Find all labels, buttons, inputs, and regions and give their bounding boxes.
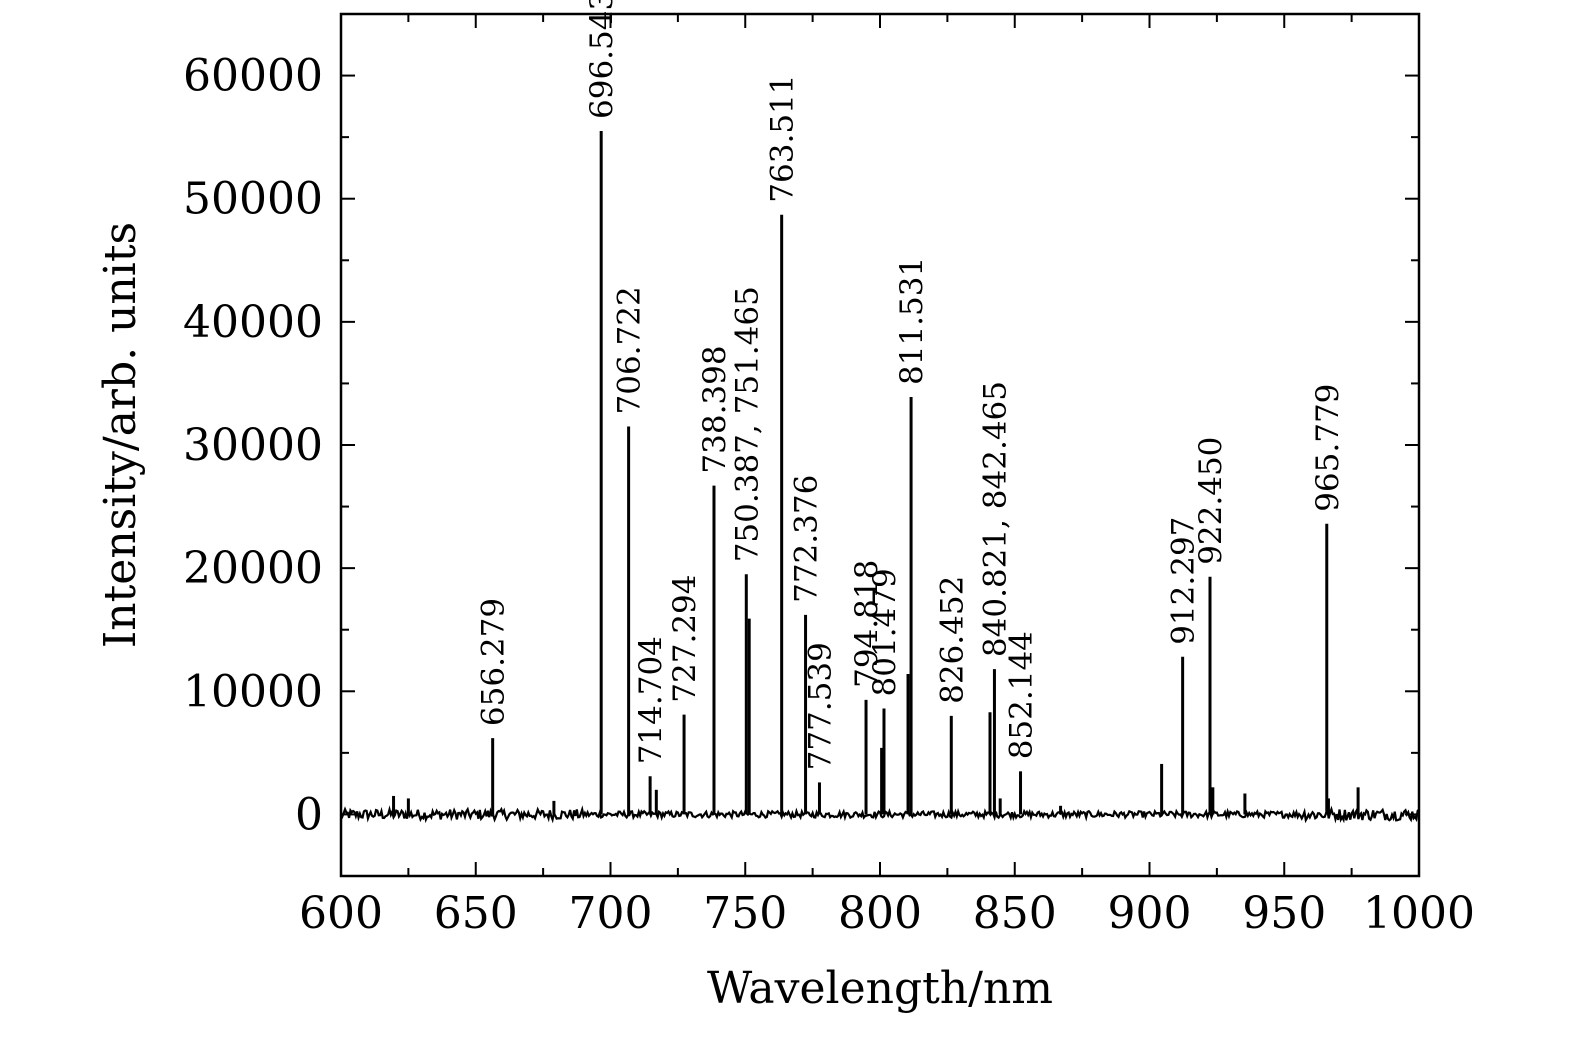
x-tick-label: 1000 bbox=[1363, 888, 1475, 939]
peak-label: 840.821, 842.465 bbox=[977, 381, 1013, 657]
peak-label: 801.479 bbox=[867, 568, 903, 696]
y-axis-title: Intensity/arb. units bbox=[95, 222, 146, 648]
peak-label: 811.531 bbox=[894, 257, 930, 385]
y-tick-label: 0 bbox=[295, 789, 323, 840]
peak-label: 965.779 bbox=[1310, 384, 1346, 512]
x-tick-label: 650 bbox=[434, 888, 518, 939]
x-tick-label: 600 bbox=[299, 888, 383, 939]
peak-label: 706.722 bbox=[612, 286, 648, 414]
peak-label: 738.398 bbox=[697, 345, 733, 473]
spectrum-baseline bbox=[339, 805, 1420, 824]
x-tick-label: 950 bbox=[1242, 888, 1326, 939]
peak-label: 656.279 bbox=[476, 598, 512, 726]
x-tick-label: 900 bbox=[1108, 888, 1192, 939]
y-axis: 0 10000 20000 30000 40000 50000 60000 bbox=[183, 13, 1419, 877]
y-tick-label: 30000 bbox=[183, 420, 323, 471]
y-tick-label: 10000 bbox=[183, 666, 323, 717]
y-tick-label: 60000 bbox=[183, 51, 323, 102]
spectrum-line bbox=[339, 130, 1420, 824]
x-axis-title: Wavelength/nm bbox=[707, 963, 1053, 1014]
peak-label: 912.297 bbox=[1166, 517, 1202, 645]
plot-frame bbox=[339, 12, 1421, 878]
x-tick-label: 700 bbox=[569, 888, 653, 939]
y-tick-label: 40000 bbox=[183, 297, 323, 348]
peak-label: 772.376 bbox=[789, 475, 825, 603]
peak-label: 750.387, 751.465 bbox=[729, 286, 765, 562]
x-tick-label: 800 bbox=[838, 888, 922, 939]
x-tick-label: 750 bbox=[703, 888, 787, 939]
y-tick-label: 50000 bbox=[183, 174, 323, 225]
peak-label: 852.144 bbox=[1004, 631, 1040, 759]
peak-label: 696.543 bbox=[584, 0, 620, 119]
y-tick-label: 20000 bbox=[183, 543, 323, 594]
peak-label: 763.511 bbox=[765, 74, 801, 202]
peak-label: 727.294 bbox=[667, 574, 703, 702]
peak-label: 922.450 bbox=[1193, 437, 1229, 565]
x-tick-label: 850 bbox=[973, 888, 1057, 939]
x-axis: 600 650 700 750 800 850 900 950 1000 bbox=[299, 14, 1475, 939]
peak-label: 826.452 bbox=[934, 576, 970, 704]
peak-label: 794.818 bbox=[849, 560, 885, 688]
peak-label: 777.539 bbox=[803, 642, 839, 770]
peak-label: 714.704 bbox=[633, 636, 669, 764]
